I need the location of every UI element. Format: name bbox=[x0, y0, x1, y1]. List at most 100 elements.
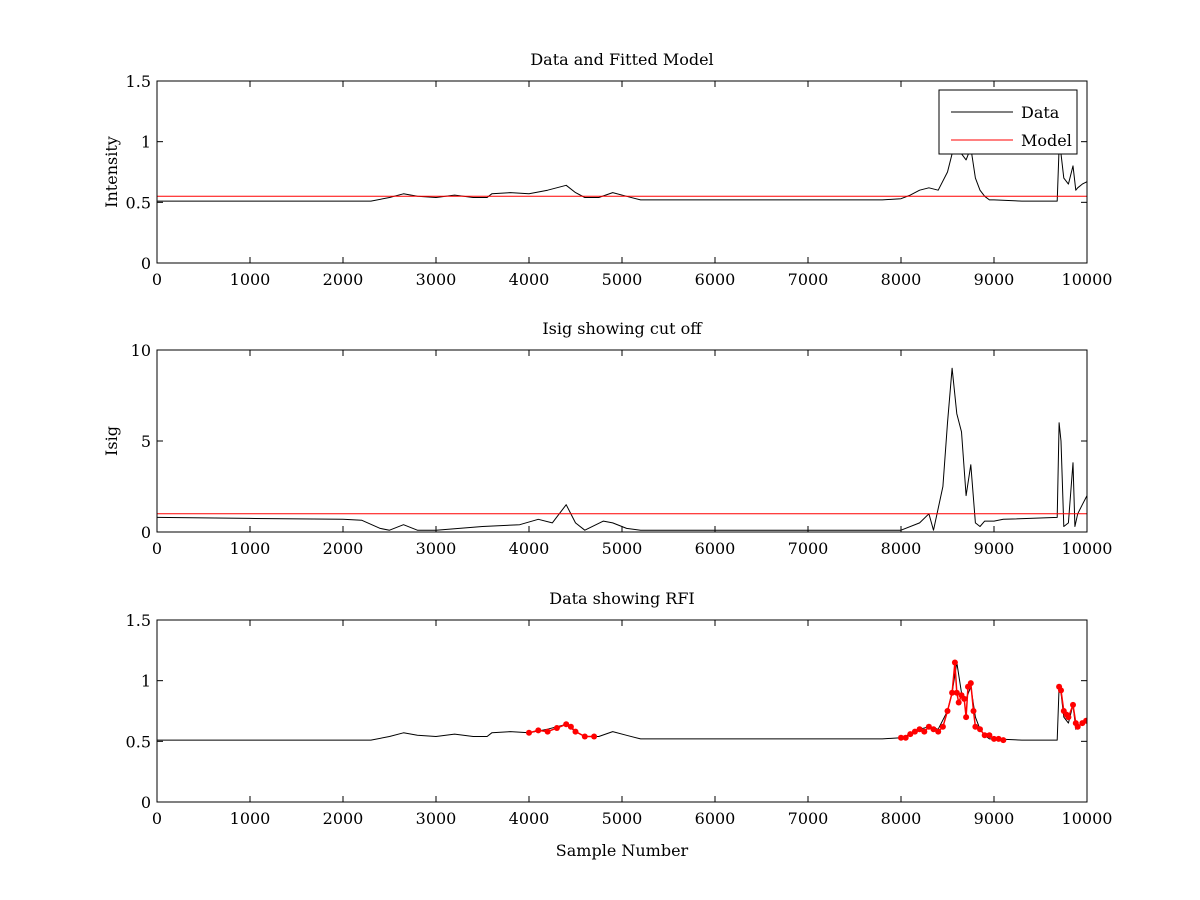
x-tick-label: 1000 bbox=[230, 270, 271, 289]
x-tick-label: 2000 bbox=[323, 539, 364, 558]
x-tick-label: 9000 bbox=[974, 809, 1015, 828]
y-tick-label: 0 bbox=[141, 793, 151, 812]
series-rfi-point bbox=[949, 689, 956, 696]
y-tick-label: 1 bbox=[141, 133, 151, 152]
x-tick-label: 1000 bbox=[230, 809, 271, 828]
x-tick-label: 7000 bbox=[788, 539, 829, 558]
chart-title: Data and Fitted Model bbox=[530, 50, 713, 69]
x-tick-label: 3000 bbox=[416, 270, 457, 289]
series-rfi-point bbox=[1070, 701, 1076, 708]
y-tick-label: 5 bbox=[141, 432, 151, 451]
x-tick-label: 10000 bbox=[1062, 270, 1113, 289]
series-rfi-point bbox=[935, 728, 942, 735]
series-rfi-point bbox=[972, 723, 979, 730]
series-rfi-point bbox=[986, 732, 993, 739]
x-tick-label: 6000 bbox=[695, 539, 736, 558]
x-tick-label: 1000 bbox=[230, 539, 271, 558]
series-rfi-point bbox=[526, 729, 532, 736]
series-rfi-point bbox=[916, 726, 923, 733]
x-tick-label: 0 bbox=[152, 270, 162, 289]
series-rfi-point bbox=[963, 714, 970, 721]
series-group bbox=[157, 367, 1087, 531]
y-tick-label: 0 bbox=[141, 254, 151, 273]
series-rfi-point bbox=[981, 732, 988, 739]
series-rfi-point bbox=[939, 723, 946, 730]
series-rfi-point bbox=[563, 721, 570, 728]
x-axis-label: Sample Number bbox=[556, 841, 689, 860]
x-tick-label: 4000 bbox=[509, 809, 550, 828]
series-group bbox=[157, 123, 1087, 202]
x-tick-label: 2000 bbox=[323, 809, 364, 828]
series-rfi-point bbox=[567, 723, 574, 730]
legend-box bbox=[938, 89, 1078, 155]
series-rfi-point bbox=[944, 708, 951, 714]
series-rfi-point bbox=[902, 734, 909, 741]
series-rfi-point bbox=[921, 728, 928, 735]
x-tick-label: 0 bbox=[152, 809, 162, 828]
series-rfi-point bbox=[991, 735, 997, 742]
x-tick-label: 8000 bbox=[881, 539, 922, 558]
x-tick-label: 7000 bbox=[788, 809, 829, 828]
x-tick-label: 2000 bbox=[323, 270, 364, 289]
chart-title: Isig showing cut off bbox=[542, 319, 703, 338]
series-rfi-point bbox=[544, 728, 551, 735]
y-tick-label: 0.5 bbox=[126, 193, 151, 212]
series-rfi-point bbox=[591, 733, 598, 740]
series-rfi-point bbox=[970, 708, 977, 714]
x-tick-label: 6000 bbox=[695, 809, 736, 828]
x-tick-label: 10000 bbox=[1062, 539, 1113, 558]
y-axis-label: Intensity bbox=[102, 136, 121, 208]
x-tick-label: 0 bbox=[152, 539, 162, 558]
series-rfi-point bbox=[1000, 737, 1007, 744]
series-rfi-point bbox=[907, 731, 914, 738]
series-rfi-point bbox=[951, 659, 958, 666]
subplot-1: 0 1000 2000 3000 4000 5000 6000 7000 8000 9000 100… bbox=[102, 50, 1112, 289]
series-isig-line bbox=[157, 367, 1087, 531]
subplot-3: 0 1000 2000 3000 4000 5000 6000 7000 8000 9000 100… bbox=[126, 589, 1113, 860]
series-rfi-point bbox=[977, 726, 983, 733]
x-tick-label: 8000 bbox=[881, 270, 922, 289]
series-rfi-point bbox=[995, 735, 1002, 742]
series-rfi-point bbox=[572, 728, 579, 735]
x-tick-label: 9000 bbox=[974, 539, 1015, 558]
legend-label-model: Model bbox=[1021, 131, 1072, 150]
series-rfi-point bbox=[898, 734, 904, 741]
series-rfi-point bbox=[967, 680, 974, 687]
chart-title: Data showing RFI bbox=[549, 589, 694, 608]
series-rfi-point bbox=[953, 689, 960, 696]
series-rfi-point bbox=[1065, 714, 1072, 721]
x-tick-label: 5000 bbox=[602, 270, 643, 289]
x-tick-label: 5000 bbox=[602, 539, 643, 558]
x-tick-label: 4000 bbox=[509, 539, 550, 558]
series-data-line bbox=[157, 123, 1087, 202]
series-rfi-point bbox=[1083, 717, 1087, 724]
series-rfi-point bbox=[535, 727, 542, 734]
series-rfi-point bbox=[1058, 687, 1064, 694]
x-tick-label: 9000 bbox=[974, 270, 1015, 289]
y-tick-label: 0.5 bbox=[126, 732, 151, 751]
y-tick-label: 0 bbox=[141, 523, 151, 542]
x-tick-label: 5000 bbox=[602, 809, 643, 828]
series-rfi-point bbox=[911, 728, 918, 735]
y-tick-label: 1 bbox=[141, 672, 151, 691]
y-tick-label: 10 bbox=[131, 341, 151, 360]
subplot-2: 0 1000 2000 3000 4000 5000 6000 7000 8000 9000 100… bbox=[102, 319, 1112, 558]
y-tick-label: 1.5 bbox=[126, 72, 151, 91]
y-tick-label: 1.5 bbox=[126, 611, 151, 630]
series-rfi-point bbox=[1074, 723, 1081, 730]
x-tick-label: 3000 bbox=[416, 539, 457, 558]
series-rfi-point bbox=[930, 726, 937, 733]
series-rfi-point bbox=[581, 733, 588, 740]
x-tick-label: 10000 bbox=[1062, 809, 1113, 828]
x-tick-label: 6000 bbox=[695, 270, 736, 289]
series-rfi-point bbox=[961, 695, 968, 702]
series-data-line bbox=[157, 662, 1087, 741]
series-group bbox=[157, 659, 1087, 744]
x-tick-label: 3000 bbox=[416, 809, 457, 828]
series-rfi-point bbox=[955, 699, 962, 706]
legend-label-data: Data bbox=[1021, 103, 1060, 122]
legend: Data Model bbox=[938, 89, 1078, 155]
x-tick-label: 7000 bbox=[788, 270, 829, 289]
x-tick-label: 4000 bbox=[509, 270, 550, 289]
